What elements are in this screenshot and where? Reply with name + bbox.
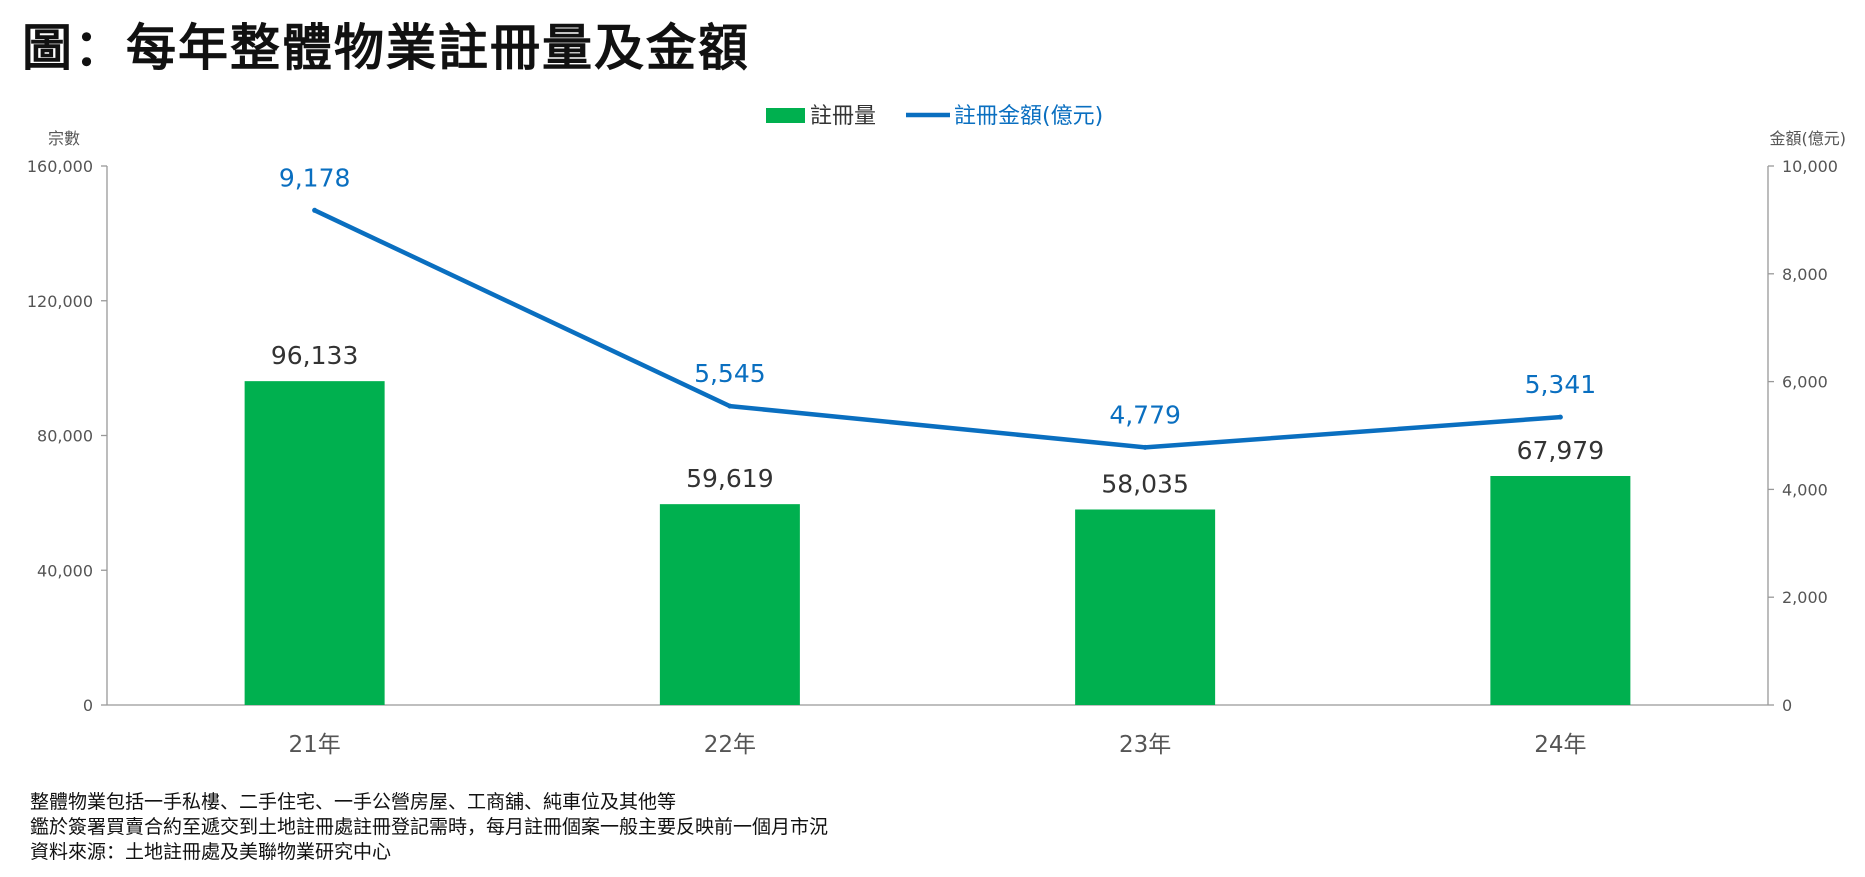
line-label: 9,178 [279, 163, 351, 192]
line-point [1142, 444, 1148, 450]
y-tick-label-left: 120,000 [27, 292, 93, 311]
bar [1490, 475, 1631, 705]
line-point [312, 207, 318, 213]
y-tick-label-right: 2,000 [1782, 588, 1828, 607]
y-tick-label-right: 4,000 [1782, 480, 1828, 499]
y-axis-title-left: 宗數 [48, 129, 80, 148]
line-point [727, 403, 733, 409]
legend-swatch-bars [766, 108, 805, 123]
y-tick-label-left: 0 [83, 696, 93, 715]
y-tick-label-left: 80,000 [37, 427, 93, 446]
y-tick-label-right: 8,000 [1782, 265, 1828, 284]
y-tick-label-right: 0 [1782, 696, 1792, 715]
y-tick-label-right: 6,000 [1782, 373, 1828, 392]
x-tick-label: 21年 [288, 732, 340, 758]
x-tick-label: 22年 [704, 732, 756, 758]
line-series [313, 208, 1561, 450]
y-axis-title-right: 金額(億元) [1770, 129, 1847, 148]
notes: 整體物業包括一手私樓、二手住宅、一手公營房屋、工商舖、純車位及其他等 鑑於簽署買… [30, 790, 828, 865]
bar-label: 67,979 [1517, 436, 1604, 465]
bar-label: 58,035 [1101, 469, 1188, 498]
line-label: 5,341 [1525, 370, 1597, 399]
bar [244, 381, 385, 705]
bar-label: 59,619 [686, 464, 773, 493]
y-tick-label-right: 10,000 [1782, 157, 1838, 176]
x-tick-label: 23年 [1119, 732, 1171, 758]
bar [659, 504, 800, 705]
y-tick-label-left: 160,000 [27, 157, 93, 176]
y-tick-label-left: 40,000 [37, 561, 93, 580]
note-line: 資料來源：土地註冊處及美聯物業研究中心 [30, 841, 392, 863]
bar-label: 96,133 [271, 341, 358, 370]
legend-label-line: 註冊金額(億元) [954, 104, 1103, 129]
page-title: 圖：每年整體物業註冊量及金額 [22, 19, 750, 77]
line-label: 4,779 [1109, 400, 1181, 429]
legend-label-bars: 註冊量 [810, 104, 876, 129]
line-label: 5,545 [694, 359, 766, 388]
bar [1075, 509, 1216, 705]
note-line: 鑑於簽署買賣合約至遞交到土地註冊處註冊登記需時，每月註冊個案一般主要反映前一個月… [30, 816, 829, 838]
x-tick-label: 24年 [1534, 732, 1586, 758]
note-line: 整體物業包括一手私樓、二手住宅、一手公營房屋、工商舖、純車位及其他等 [30, 791, 677, 813]
line-point [1557, 414, 1563, 420]
